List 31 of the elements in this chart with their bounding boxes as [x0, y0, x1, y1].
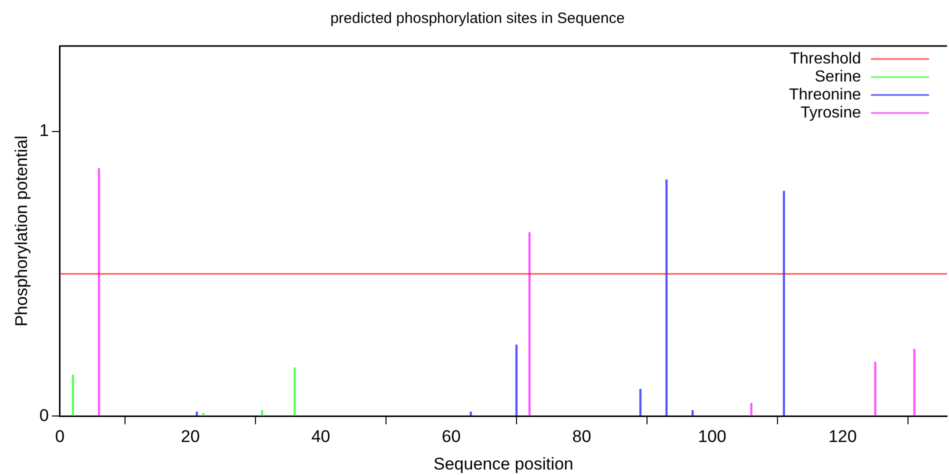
x-tick-label: 40: [311, 427, 330, 446]
bar: [913, 348, 916, 416]
y-tick-label: 1: [39, 121, 49, 140]
bar: [782, 190, 785, 416]
bar: [692, 410, 694, 416]
chart-title: predicted phosphorylation sites in Sequence: [330, 10, 625, 28]
bar: [72, 374, 74, 416]
bar: [874, 362, 876, 416]
x-tick-label: 80: [572, 427, 592, 446]
bar: [260, 410, 264, 416]
x-tick-label: 60: [442, 427, 461, 446]
x-tick-label: 120: [828, 427, 857, 446]
bar: [528, 232, 531, 416]
bar: [294, 367, 296, 416]
bar: [470, 412, 472, 416]
x-tick-label: 0: [55, 427, 65, 446]
bar: [639, 388, 642, 416]
y-axis-title: Phosphorylation potential: [12, 136, 31, 327]
bar: [202, 413, 204, 416]
bar: [98, 168, 100, 416]
bar: [515, 344, 518, 416]
bar: [750, 403, 752, 416]
x-tick-label: 100: [698, 427, 726, 446]
x-axis-title: Sequence position: [433, 454, 574, 474]
x-tick-label: 20: [180, 427, 200, 446]
legend-label: Serine: [814, 68, 862, 86]
legend-label: Threshold: [790, 50, 861, 68]
bar: [196, 412, 198, 416]
legend-label: Threonine: [788, 86, 862, 104]
bar: [665, 180, 668, 416]
legend-label: Tyrosine: [800, 104, 862, 122]
